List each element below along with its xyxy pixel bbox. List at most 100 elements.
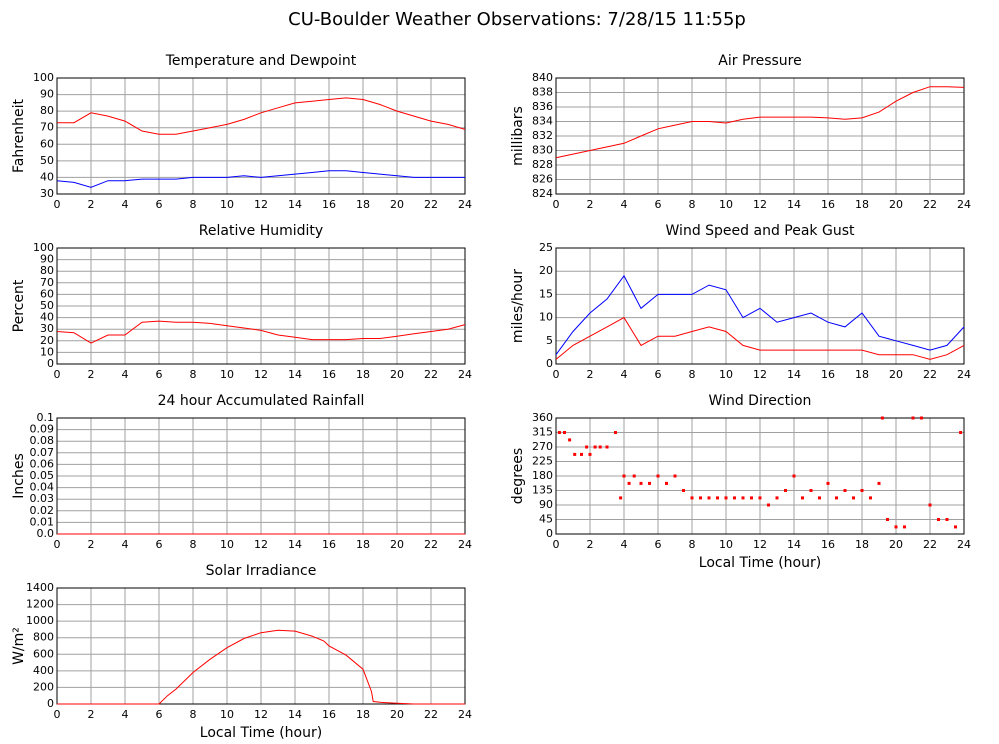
x-tick-label: 18	[855, 538, 869, 551]
x-tick-label: 22	[424, 538, 438, 551]
y-tick-label: 80	[40, 104, 54, 117]
x-tick-label: 16	[322, 368, 336, 381]
data-line	[56, 170, 465, 188]
data-point	[716, 496, 719, 500]
y-tick-label: 5	[546, 334, 553, 347]
x-tick-label: 24	[458, 198, 472, 211]
y-tick-label: 0.01	[30, 515, 55, 528]
x-tick-label: 14	[288, 538, 302, 551]
chart-title: Air Pressure	[718, 53, 801, 69]
data-point	[690, 496, 694, 500]
x-tick-label: 12	[753, 538, 767, 551]
x-tick-label: 0	[54, 368, 61, 381]
data-line	[57, 629, 465, 705]
y-tick-label: 0.07	[30, 446, 55, 459]
x-tick-label: 0	[553, 198, 560, 211]
chart-title: Solar Irradiance	[206, 563, 317, 579]
x-tick-label: 18	[356, 538, 370, 551]
chart-title: 24 hour Accumulated Rainfall	[158, 393, 365, 409]
x-tick-label: 14	[787, 198, 801, 211]
x-tick-label: 22	[923, 198, 937, 211]
data-point	[580, 452, 583, 456]
y-tick-label: 135	[532, 484, 553, 497]
x-tick-label: 2	[587, 538, 594, 551]
x-tick-label: 16	[322, 538, 336, 551]
y-tick-label: 10	[539, 311, 553, 324]
x-tick-label: 16	[821, 368, 835, 381]
y-tick-label: 50	[40, 154, 54, 167]
plot-frame	[555, 77, 965, 195]
x-tick-label: 2	[88, 708, 95, 721]
x-tick-label: 6	[156, 708, 163, 721]
data-point	[775, 496, 779, 500]
y-tick-label: 40	[40, 311, 54, 324]
data-point	[945, 518, 949, 521]
x-tick-label: 8	[190, 198, 197, 211]
y-tick-label: 50	[40, 299, 54, 312]
data-point	[563, 431, 566, 434]
y-tick-label: 600	[33, 647, 54, 660]
y-tick-label: 400	[33, 664, 54, 677]
y-tick-label: 0.1	[37, 411, 55, 424]
data-point	[665, 481, 668, 485]
y-tick-label: 0.03	[30, 492, 55, 505]
data-point	[605, 445, 609, 449]
data-point	[619, 496, 623, 500]
x-tick-label: 4	[621, 368, 628, 381]
x-tick-label: 22	[923, 538, 937, 551]
y-tick-label: 90	[40, 253, 54, 266]
y-tick-label: 180	[532, 469, 553, 482]
y-tick-label: 832	[532, 129, 553, 142]
data-point	[826, 481, 830, 485]
data-line	[56, 320, 466, 344]
y-tick-label: 1200	[26, 598, 54, 611]
x-tick-label: 10	[220, 368, 234, 381]
y-tick-label: 0.02	[30, 504, 55, 517]
x-tick-label: 18	[356, 198, 370, 211]
data-point	[585, 445, 589, 449]
x-tick-label: 10	[220, 538, 234, 551]
x-tick-label: 2	[88, 198, 95, 211]
data-point	[622, 474, 626, 478]
x-tick-label: 12	[753, 198, 767, 211]
y-tick-label: 30	[40, 187, 54, 200]
x-tick-label: 14	[288, 198, 302, 211]
x-tick-label: 24	[957, 198, 971, 211]
data-point	[673, 474, 677, 478]
data-point	[784, 489, 787, 492]
y-tick-label: 800	[33, 631, 54, 644]
x-tick-label: 20	[889, 368, 903, 381]
y-tick-label: 90	[539, 498, 553, 511]
data-point	[877, 481, 881, 485]
data-point	[588, 452, 592, 456]
x-tick-label: 24	[458, 538, 472, 551]
x-axis-label: Local Time (hour)	[200, 725, 322, 741]
data-point	[860, 489, 864, 492]
y-tick-label: 0.05	[30, 469, 55, 482]
x-tick-label: 20	[390, 368, 404, 381]
x-tick-label: 18	[855, 198, 869, 211]
chart-title: Relative Humidity	[199, 223, 323, 239]
x-tick-label: 12	[254, 368, 268, 381]
x-tick-label: 8	[689, 538, 696, 551]
x-tick-label: 6	[655, 198, 662, 211]
y-tick-label: 1000	[26, 614, 54, 627]
y-tick-label: 60	[40, 287, 54, 300]
y-tick-label: 840	[532, 71, 553, 84]
x-tick-label: 14	[787, 368, 801, 381]
x-tick-label: 14	[288, 708, 302, 721]
y-tick-label: 0	[47, 697, 54, 710]
y-tick-label: 10	[40, 345, 54, 358]
data-point	[758, 496, 762, 500]
x-tick-label: 24	[458, 368, 472, 381]
x-tick-label: 4	[621, 538, 628, 551]
data-point	[648, 481, 651, 485]
data-point	[937, 518, 940, 521]
x-tick-label: 14	[787, 538, 801, 551]
x-tick-label: 18	[356, 708, 370, 721]
x-tick-label: 8	[689, 368, 696, 381]
x-tick-label: 22	[424, 368, 438, 381]
x-tick-label: 2	[88, 538, 95, 551]
data-point	[568, 438, 572, 442]
